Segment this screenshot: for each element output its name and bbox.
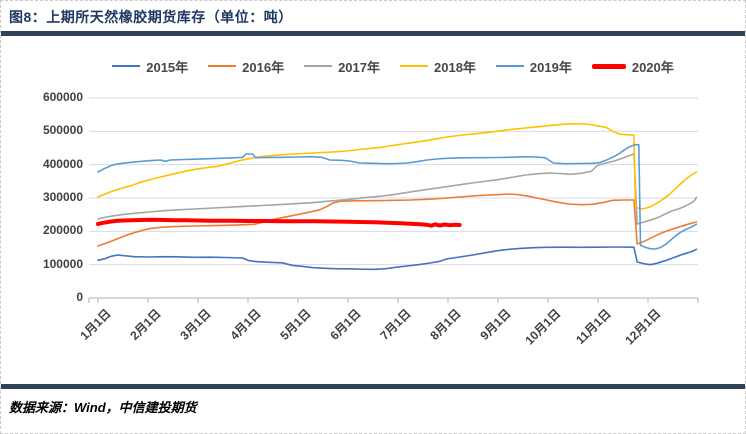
legend-line-swatch [400,65,428,67]
series-line-2015年 [97,246,698,271]
series-line-2019年 [97,143,698,250]
chart-legend: 2015年 2016年 2017年 2018年 2019年 2020年 [61,55,725,77]
series-line-2017年 [97,152,698,225]
y-tick-label: 100000 [42,256,83,271]
y-tick-label: 200000 [42,223,83,238]
legend-line-swatch [591,63,626,69]
legend-line-swatch [112,65,141,67]
series-line-2018年 [97,122,698,210]
legend-label: 2019年 [529,59,572,75]
legend-item-2017年: 2017年 [304,57,380,76]
figure-title: 图8：上期所天然橡胶期货库存（单位：吨） [9,9,293,25]
series-line-2016年 [97,193,698,247]
legend-item-2019年: 2019年 [495,57,572,76]
legend-label: 2015年 [146,59,189,75]
y-tick-label: 0 [76,290,83,304]
legend-item-2018年: 2018年 [400,57,476,76]
y-tick-label: 400000 [42,156,83,171]
legend-label: 2020年 [631,59,674,75]
legend-label: 2018年 [434,59,476,75]
data-source-note: 数据来源：Wind，中信建投期货 [9,400,197,415]
legend-label: 2016年 [242,59,285,75]
legend-item-2015年: 2015年 [112,57,188,76]
footer-divider [1,384,745,389]
legend-line-swatch [208,65,237,67]
legend-label: 2017年 [338,59,380,75]
y-tick-label: 300000 [42,190,83,204]
legend-line-swatch [304,65,333,67]
legend-item-2020年: 2020年 [591,57,674,76]
series-line-2020年 [96,217,462,228]
title-divider [1,31,745,36]
legend-item-2016年: 2016年 [208,57,284,76]
y-tick-label: 500000 [42,123,83,138]
legend-line-swatch [495,65,524,67]
y-tick-label: 600000 [42,90,83,104]
